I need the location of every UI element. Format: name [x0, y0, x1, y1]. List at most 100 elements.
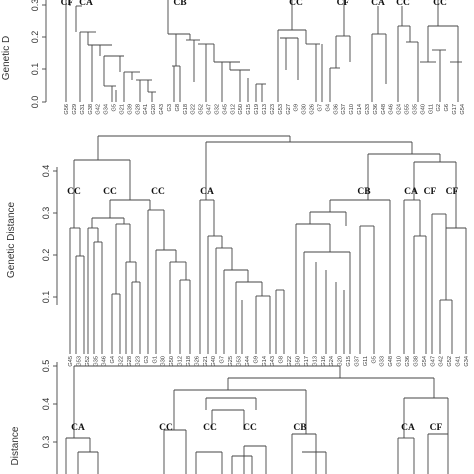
leaf-label: G19 — [254, 104, 260, 115]
panel-c-tree — [65, 365, 449, 474]
panel-b-cluster-label-8: CF — [446, 187, 459, 197]
panel-a-y-axis: 0.0 0.1 0.2 0.3 — [30, 0, 47, 109]
panel-c-cluster-label-4: CC — [243, 423, 257, 433]
leaf-label: G4 — [325, 104, 331, 111]
leaf-label: G38 — [413, 356, 419, 367]
leaf-label: G8 — [279, 356, 285, 363]
panel-a-tick-label-0: 0.0 — [30, 96, 40, 109]
leaf-label: G44 — [245, 356, 251, 367]
leaf-label: G13 — [262, 104, 268, 115]
leaf-label: G42 — [439, 356, 445, 367]
leaf-label: G52 — [447, 356, 453, 367]
leaf-label: G40 — [211, 356, 217, 367]
leaf-label: G28 — [127, 356, 133, 367]
leaf-label: G7 — [220, 356, 226, 363]
panel-b-cluster-label-4: CA — [200, 187, 214, 197]
panel-b: Genetic Distance 0.1 0.2 0.3 0.4 — [6, 135, 470, 367]
panel-b-cluster-label-3: CC — [151, 187, 165, 197]
leaf-label: G29 — [72, 104, 78, 115]
panel-b-cluster-labels: CC CC CC CA CB CA CF CF — [67, 187, 458, 197]
leaf-label: G28 — [135, 104, 141, 115]
leaf-label: G45 — [222, 104, 228, 115]
leaf-label: G37 — [354, 356, 360, 367]
leaf-label: G21 — [119, 104, 125, 115]
leaf-label: G53 — [237, 356, 243, 367]
panel-b-cluster-label-5: CB — [357, 187, 371, 197]
panel-a-cluster-label-5: CF — [337, 0, 350, 8]
leaf-label: G9 — [253, 356, 259, 363]
leaf-label: G33 — [380, 356, 386, 367]
panel-b-tick-label-3: 0.4 — [41, 165, 51, 178]
leaf-label: G25 — [228, 356, 234, 367]
leaf-label: G47 — [430, 356, 436, 367]
leaf-label: G50 — [295, 356, 301, 367]
leaf-label: G8 — [175, 104, 181, 111]
leaf-label: G18 — [183, 104, 189, 115]
panel-c-tick-label-1: 0.4 — [41, 398, 51, 411]
panel-c-y-axis: 0.5 0.4 0.3 — [41, 360, 58, 474]
leaf-label: G41 — [456, 356, 462, 367]
leaf-label: G3 — [167, 104, 173, 111]
leaf-label: G52 — [85, 356, 91, 367]
leaf-label: G34 — [104, 104, 110, 115]
leaf-label: G24 — [329, 356, 335, 367]
leaf-label: G43 — [270, 356, 276, 367]
leaf-label: G16 — [321, 356, 327, 367]
leaf-label: G17 — [304, 356, 310, 367]
leaf-label: G39 — [127, 104, 133, 115]
leaf-label: G1 — [152, 356, 158, 363]
panel-a-cluster-label-3: CB — [173, 0, 187, 8]
panel-b-leaf-labels: G45 G53 G52 G35 G46 G4 G22 G28 G23 G3 G1 G30 G50 G12 G… — [68, 356, 470, 367]
leaf-label: G30 — [161, 356, 167, 367]
leaf-label: G7 — [317, 104, 323, 111]
panel-b-tick-label-1: 0.2 — [41, 249, 51, 262]
leaf-label: G36 — [373, 104, 379, 115]
panel-a-cluster-label-6: CA — [371, 0, 385, 8]
leaf-label: G9 — [294, 104, 300, 111]
leaf-label: G53 — [76, 356, 82, 367]
leaf-label: G55 — [405, 104, 411, 115]
leaf-label: G52 — [199, 104, 205, 115]
leaf-label: G17 — [452, 104, 458, 115]
leaf-label: G26 — [194, 356, 200, 367]
leaf-label: G10 — [349, 104, 355, 115]
panel-c-cluster-label-3: CC — [203, 423, 217, 433]
leaf-label: G23 — [270, 104, 276, 115]
leaf-label: G21 — [203, 356, 209, 367]
leaf-label: G46 — [389, 104, 395, 115]
panel-c-cluster-label-5: CB — [293, 423, 307, 433]
leaf-label: G24 — [397, 104, 403, 115]
leaf-label: G42 — [96, 104, 102, 115]
leaf-label: G11 — [428, 104, 434, 114]
leaf-label: G53 — [278, 104, 284, 115]
panel-b-cluster-label-1: CC — [67, 187, 81, 197]
leaf-label: G46 — [102, 356, 108, 367]
leaf-label: G22 — [287, 356, 293, 367]
panel-a-cluster-label-2: CA — [79, 0, 93, 8]
panel-c-cluster-label-6: CA — [401, 423, 415, 433]
leaf-label: G31 — [80, 104, 86, 115]
leaf-label: G11 — [363, 356, 369, 366]
leaf-label: G30 — [302, 104, 308, 115]
panel-c: Distance 0.5 0.4 0.3 — [10, 360, 449, 474]
leaf-label: G50 — [169, 356, 175, 367]
leaf-label: G34 — [464, 356, 470, 367]
panel-a-tick-label-1: 0.1 — [30, 63, 40, 76]
panel-a-tick-label-3: 0.3 — [30, 0, 40, 11]
leaf-label: G32 — [214, 104, 220, 115]
leaf-label: G5 — [371, 356, 377, 363]
leaf-label: G40 — [420, 104, 426, 115]
leaf-label: G20 — [151, 104, 157, 115]
panel-a-cluster-label-8: CC — [433, 0, 447, 8]
panel-b-cluster-label-6: CA — [404, 187, 418, 197]
leaf-label: G18 — [186, 356, 192, 367]
leaf-label: G22 — [119, 356, 125, 367]
leaf-label: G2 — [436, 104, 442, 111]
leaf-label: G20 — [338, 356, 344, 367]
leaf-label: G35 — [412, 104, 418, 115]
panel-a-tick-label-2: 0.2 — [30, 31, 40, 44]
leaf-label: G10 — [397, 356, 403, 367]
panel-b-y-axis: 0.1 0.2 0.3 0.4 — [41, 165, 58, 305]
panel-a-leaf-labels: G56 G29 G31 G38 G42 G34 G5 G21 G39 G28 G41 G20 G43 G3… — [64, 104, 466, 115]
